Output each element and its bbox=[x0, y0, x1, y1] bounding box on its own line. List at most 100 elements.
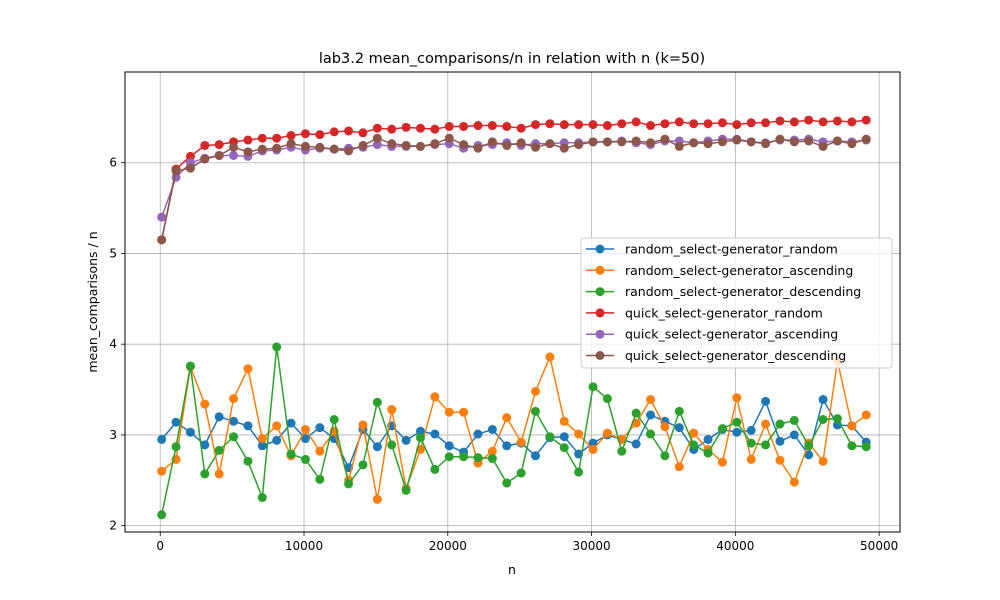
series-quick_select-generator_descending bbox=[157, 133, 871, 245]
data-point bbox=[502, 121, 512, 131]
data-point bbox=[415, 426, 425, 436]
data-point bbox=[387, 440, 397, 450]
data-point bbox=[746, 137, 756, 147]
data-point bbox=[430, 429, 440, 439]
data-point bbox=[559, 443, 569, 453]
legend-marker bbox=[595, 244, 605, 254]
legend-item: quick_select-generator_ascending bbox=[586, 327, 838, 342]
data-point bbox=[487, 137, 497, 147]
data-point bbox=[430, 124, 440, 134]
data-point bbox=[430, 139, 440, 149]
data-point bbox=[847, 421, 857, 431]
data-point bbox=[372, 123, 382, 133]
data-point bbox=[502, 478, 512, 488]
data-point bbox=[315, 142, 325, 152]
data-point bbox=[502, 441, 512, 451]
data-point bbox=[157, 466, 167, 476]
data-point bbox=[617, 446, 627, 456]
legend-marker bbox=[595, 308, 605, 318]
data-point bbox=[689, 440, 699, 450]
data-point bbox=[588, 382, 598, 392]
data-point bbox=[516, 123, 526, 133]
data-point bbox=[761, 118, 771, 128]
data-point bbox=[358, 140, 368, 150]
data-point bbox=[185, 427, 195, 437]
data-point bbox=[660, 134, 670, 144]
data-point bbox=[531, 406, 541, 416]
series-line bbox=[161, 354, 867, 500]
y-tick-label: 5 bbox=[109, 246, 117, 260]
data-point bbox=[329, 415, 339, 424]
data-point bbox=[832, 136, 842, 146]
data-point bbox=[214, 140, 224, 150]
data-point bbox=[559, 143, 569, 153]
data-point bbox=[717, 424, 727, 434]
data-point bbox=[229, 142, 239, 152]
data-point bbox=[401, 435, 411, 445]
x-tick-label: 40000 bbox=[716, 539, 754, 553]
data-point bbox=[832, 116, 842, 126]
data-point bbox=[761, 440, 771, 450]
data-point bbox=[459, 140, 469, 150]
data-point bbox=[545, 352, 555, 362]
data-point bbox=[286, 131, 296, 141]
data-point bbox=[660, 451, 670, 461]
data-point bbox=[157, 235, 167, 245]
data-point bbox=[804, 115, 814, 125]
data-point bbox=[229, 432, 239, 442]
data-point bbox=[818, 117, 828, 127]
data-point bbox=[531, 386, 541, 396]
legend-item: random_select-generator_random bbox=[586, 242, 838, 257]
data-point bbox=[588, 438, 598, 448]
data-point bbox=[502, 413, 512, 423]
data-point bbox=[157, 510, 167, 520]
data-point bbox=[789, 117, 799, 127]
data-point bbox=[257, 133, 267, 143]
data-point bbox=[401, 122, 411, 132]
y-axis-label: mean_comparisons / n bbox=[85, 231, 100, 372]
data-point bbox=[574, 429, 584, 439]
data-point bbox=[732, 427, 742, 437]
y-tick-label: 2 bbox=[109, 519, 117, 533]
data-point bbox=[674, 117, 684, 127]
data-point bbox=[473, 453, 483, 463]
legend-marker bbox=[595, 265, 605, 275]
data-point bbox=[689, 428, 699, 438]
data-point bbox=[703, 139, 713, 149]
data-point bbox=[315, 446, 325, 456]
data-point bbox=[746, 118, 756, 128]
data-point bbox=[372, 397, 382, 407]
data-point bbox=[516, 437, 526, 447]
x-tick-label: 0 bbox=[156, 539, 164, 553]
data-point bbox=[818, 141, 828, 151]
data-point bbox=[257, 493, 267, 503]
data-point bbox=[171, 442, 181, 452]
data-point bbox=[243, 364, 253, 374]
x-tick-label: 50000 bbox=[860, 539, 898, 553]
data-point bbox=[674, 423, 684, 433]
data-point bbox=[200, 140, 210, 150]
data-point bbox=[473, 143, 483, 153]
data-point bbox=[272, 143, 282, 153]
ticks: 0 10000 20000 30000 40000 50000 2 3 4 5 6 bbox=[109, 156, 898, 553]
plot-frame bbox=[124, 71, 901, 533]
data-point bbox=[703, 448, 713, 458]
data-point bbox=[444, 133, 454, 143]
data-point bbox=[617, 119, 627, 129]
data-point bbox=[761, 419, 771, 429]
data-point bbox=[387, 139, 397, 149]
data-point bbox=[444, 121, 454, 131]
data-point bbox=[329, 127, 339, 137]
data-point bbox=[646, 429, 656, 439]
data-point bbox=[703, 119, 713, 129]
x-tick-label: 30000 bbox=[572, 539, 610, 553]
data-point bbox=[300, 434, 310, 444]
y-tick-label: 4 bbox=[109, 337, 117, 351]
data-point bbox=[660, 119, 670, 129]
data-point bbox=[861, 442, 871, 452]
data-point bbox=[703, 434, 713, 444]
data-point bbox=[214, 469, 224, 479]
data-point bbox=[588, 120, 598, 130]
data-point bbox=[502, 140, 512, 150]
